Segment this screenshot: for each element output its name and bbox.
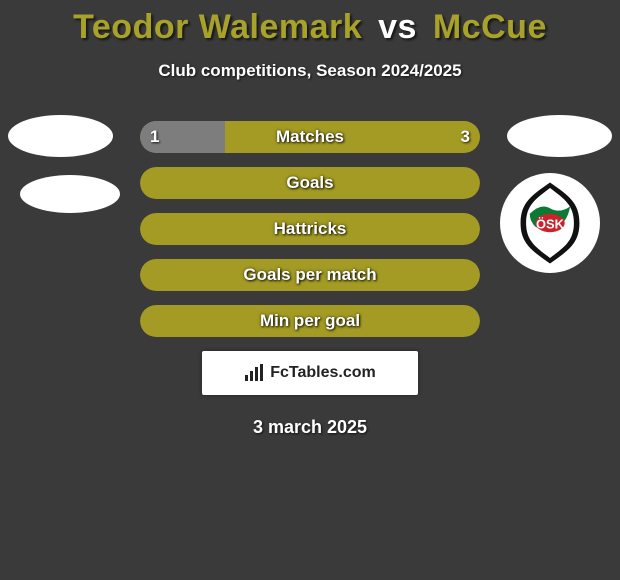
bar-label: Goals bbox=[140, 167, 480, 199]
player2-club-logo: ÖSK bbox=[500, 173, 600, 273]
bar-label: Min per goal bbox=[140, 305, 480, 337]
branding-bars-icon bbox=[244, 364, 266, 382]
player1-avatar-placeholder-2 bbox=[20, 175, 120, 213]
bar-row: Min per goal bbox=[140, 305, 480, 337]
title-vs: vs bbox=[378, 8, 417, 46]
bar-row: Matches1 3 bbox=[140, 121, 480, 153]
page-title: Teodor Walemark vs McCue bbox=[0, 0, 620, 47]
comparison-chart: ÖSK Matches1 3 Goals Hattricks Goals per mat… bbox=[0, 121, 620, 438]
title-player2: McCue bbox=[433, 8, 547, 46]
bar-row: Hattricks bbox=[140, 213, 480, 245]
branding-badge: FcTables.com bbox=[202, 351, 418, 395]
bar-label: Hattricks bbox=[140, 213, 480, 245]
bar-row: Goals per match bbox=[140, 259, 480, 291]
club-logo-text: ÖSK bbox=[536, 217, 565, 232]
subtitle: Club competitions, Season 2024/2025 bbox=[0, 61, 620, 81]
bar-label: Matches bbox=[140, 121, 480, 153]
player2-avatar-placeholder bbox=[507, 115, 612, 157]
bars-container: Matches1 3 Goals Hattricks Goals per match Mi… bbox=[140, 121, 480, 337]
bar-label: Goals per match bbox=[140, 259, 480, 291]
club-logo-icon: ÖSK bbox=[504, 177, 596, 269]
bar-value-player2: 3 bbox=[451, 121, 480, 153]
branding-text: FcTables.com bbox=[270, 364, 376, 382]
title-player1: Teodor Walemark bbox=[73, 8, 362, 46]
bar-row: Goals bbox=[140, 167, 480, 199]
footer-date: 3 march 2025 bbox=[0, 417, 620, 438]
player1-avatar-placeholder-1 bbox=[8, 115, 113, 157]
bar-value-player1: 1 bbox=[140, 121, 169, 153]
